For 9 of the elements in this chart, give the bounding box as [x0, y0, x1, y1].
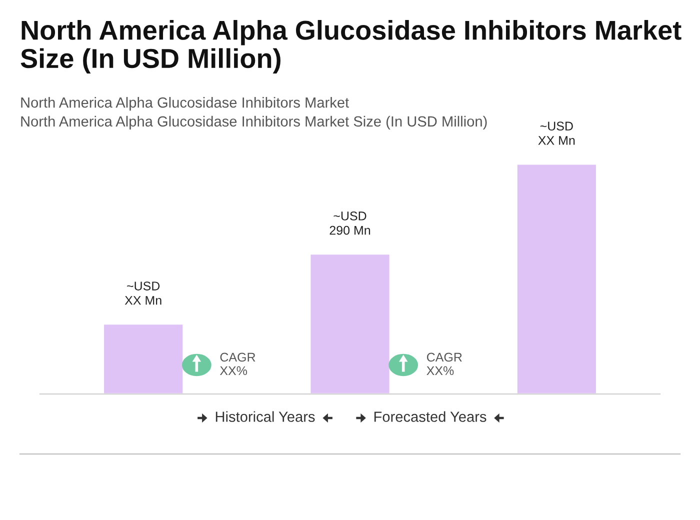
annotation: CAGR XX% [426, 352, 462, 376]
text: Historical Years [216, 411, 315, 422]
data-label: ~USD 290 Mn [330, 212, 370, 235]
text: Forecasted Years [374, 411, 486, 422]
data-label: ~USD XX Mn [538, 122, 575, 145]
chart-subtitle: North America Alpha Glucosidase Inhibitors Market North America Alpha Glucosidase Inhibitors Market Size (In USD Million) [21, 97, 487, 130]
chart-title: North America Alpha Glucosidase Inhibitors Market Size (In USD Million) [20, 20, 682, 74]
annotation: CAGR XX% [220, 352, 256, 376]
data-label: ~USD XX Mn [124, 282, 162, 305]
